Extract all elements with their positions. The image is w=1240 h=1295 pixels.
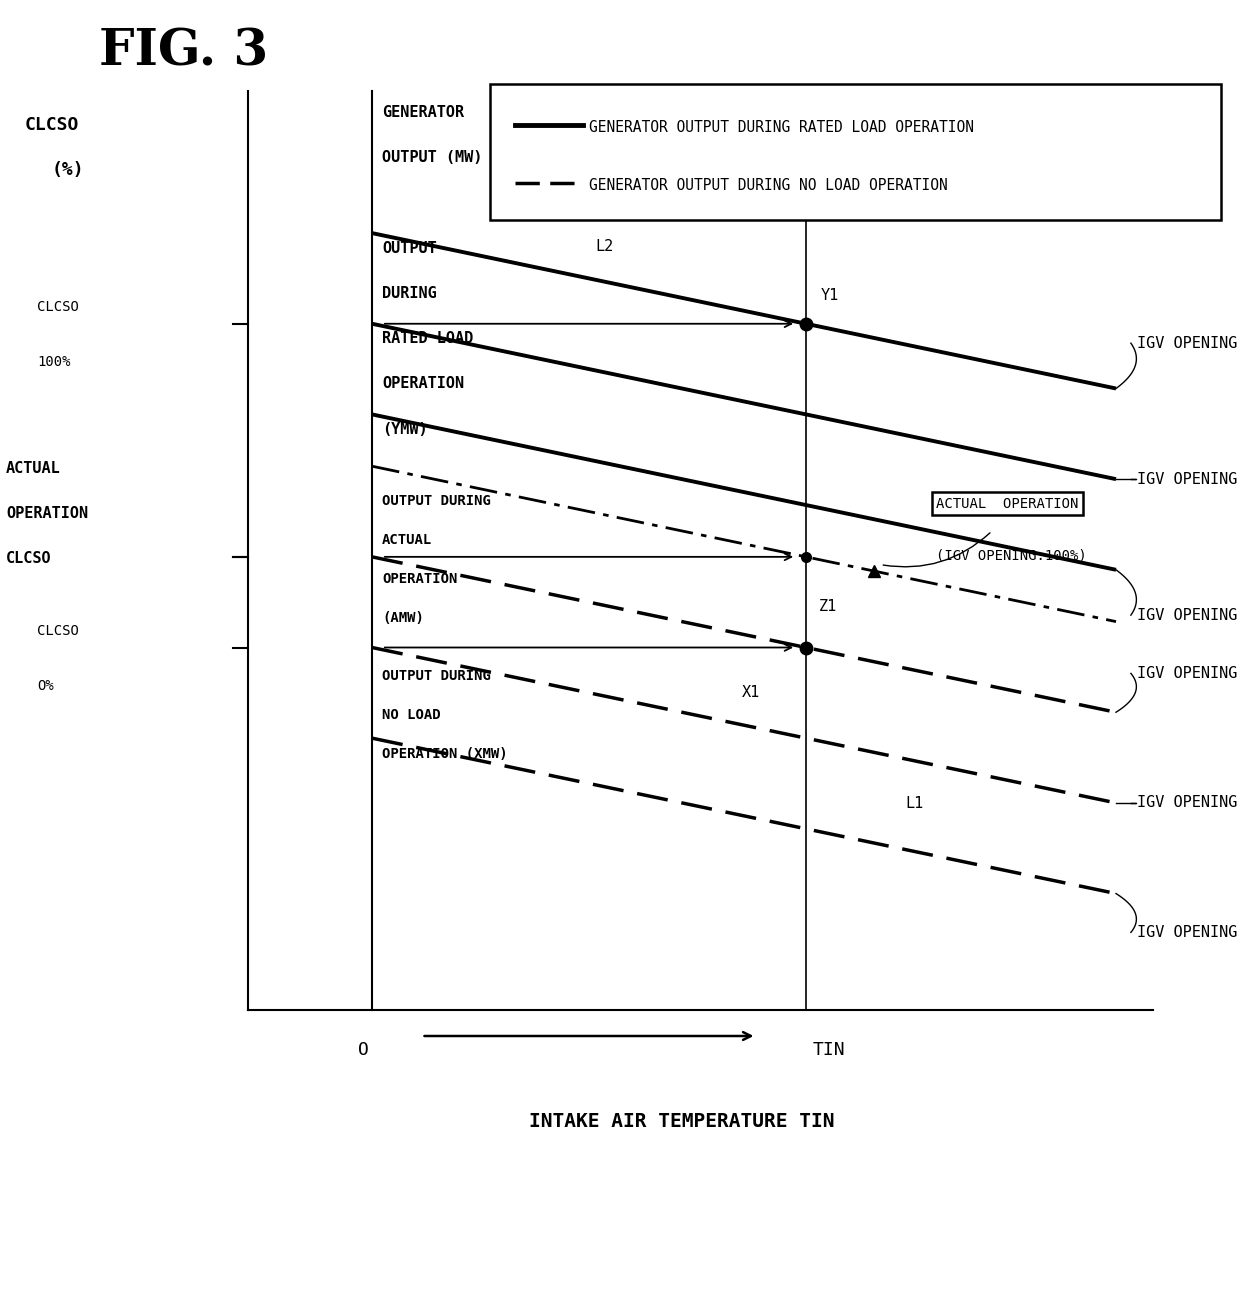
Text: CLCSO: CLCSO [37,624,79,637]
Text: OPERATION: OPERATION [382,377,464,391]
Text: CLCSO: CLCSO [6,552,52,566]
Text: FIG. 3: FIG. 3 [99,27,268,76]
Text: L2: L2 [595,240,614,254]
Text: (AMW): (AMW) [382,611,424,624]
Text: OUTPUT (MW): OUTPUT (MW) [382,150,482,164]
Text: IGV OPENING 50%: IGV OPENING 50% [1137,471,1240,487]
Text: IGV OPENING 100%: IGV OPENING 100% [1137,666,1240,681]
Text: O: O [358,1041,368,1059]
Text: CLCSO: CLCSO [25,115,79,133]
Text: OPERATION: OPERATION [6,506,88,521]
Text: OUTPUT DURING: OUTPUT DURING [382,670,491,682]
Text: GENERATOR OUTPUT DURING NO LOAD OPERATION: GENERATOR OUTPUT DURING NO LOAD OPERATIO… [589,179,947,193]
Text: 100%: 100% [37,356,71,369]
Text: GENERATOR OUTPUT DURING RATED LOAD OPERATION: GENERATOR OUTPUT DURING RATED LOAD OPERA… [589,120,973,136]
Text: GENERATOR: GENERATOR [382,105,464,119]
Text: X1: X1 [742,685,760,699]
Text: (YMW): (YMW) [382,422,428,436]
Text: OPERATION: OPERATION [382,572,458,585]
Text: IGV OPENING 50%: IGV OPENING 50% [1137,795,1240,811]
Text: RATED LOAD: RATED LOAD [382,332,474,346]
Text: IGV OPENING 100%: IGV OPENING 100% [1137,335,1240,351]
Text: Y1: Y1 [821,289,839,303]
Text: IGV OPENING 0%: IGV OPENING 0% [1137,607,1240,623]
Text: OUTPUT: OUTPUT [382,241,436,255]
Text: L1: L1 [905,796,924,811]
Text: (IGV OPENING:100%): (IGV OPENING:100%) [936,549,1087,562]
Text: (%): (%) [52,161,84,179]
Text: O%: O% [37,680,55,693]
Text: OUTPUT DURING: OUTPUT DURING [382,495,491,508]
Text: TIN: TIN [812,1041,844,1059]
Text: NO LOAD: NO LOAD [382,708,440,721]
Text: CLCSO: CLCSO [37,300,79,313]
Text: INTAKE AIR TEMPERATURE TIN: INTAKE AIR TEMPERATURE TIN [529,1111,835,1131]
Text: Z1: Z1 [818,600,837,614]
Text: ACTUAL  OPERATION: ACTUAL OPERATION [936,497,1079,510]
Text: ACTUAL: ACTUAL [6,461,61,475]
Text: DURING: DURING [382,286,436,300]
Text: ACTUAL: ACTUAL [382,534,433,546]
Text: OPERATION (XMW): OPERATION (XMW) [382,747,507,760]
Text: IGV OPENING 0%: IGV OPENING 0% [1137,925,1240,940]
